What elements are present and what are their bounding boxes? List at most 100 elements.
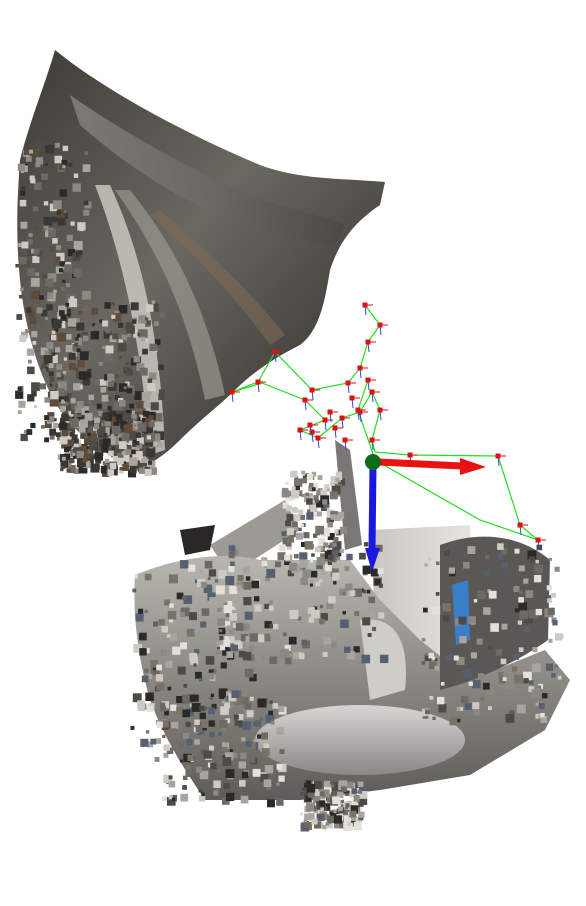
point-sample bbox=[488, 645, 492, 650]
point-sample bbox=[323, 542, 329, 548]
point-sample bbox=[70, 398, 76, 404]
point-sample bbox=[49, 434, 55, 440]
point-sample bbox=[355, 816, 361, 823]
point-sample bbox=[293, 514, 301, 521]
point-sample bbox=[136, 443, 142, 449]
point-sample bbox=[346, 553, 353, 561]
point-sample bbox=[107, 406, 112, 411]
point-sample bbox=[335, 476, 341, 483]
point-sample bbox=[259, 717, 264, 721]
point-sample bbox=[49, 397, 59, 407]
point-sample bbox=[156, 664, 162, 671]
point-sample bbox=[158, 364, 164, 371]
point-sample bbox=[220, 706, 229, 715]
point-sample bbox=[33, 148, 40, 156]
point-sample bbox=[306, 512, 314, 520]
point-sample bbox=[45, 317, 49, 321]
point-sample bbox=[167, 686, 172, 691]
point-sample bbox=[424, 654, 432, 662]
point-sample bbox=[332, 796, 340, 805]
point-sample bbox=[74, 342, 79, 347]
point-sample bbox=[282, 632, 287, 637]
point-sample bbox=[509, 710, 515, 716]
point-sample bbox=[320, 568, 327, 575]
point-sample bbox=[133, 439, 137, 443]
point-sample bbox=[532, 647, 538, 653]
point-sample bbox=[145, 692, 154, 701]
point-sample bbox=[149, 343, 157, 352]
point-sample bbox=[488, 590, 497, 599]
point-sample bbox=[48, 363, 54, 369]
point-sample bbox=[249, 673, 257, 682]
point-sample bbox=[25, 307, 32, 313]
origin-sphere bbox=[365, 454, 381, 470]
point-sample bbox=[88, 441, 98, 450]
point-sample bbox=[113, 401, 123, 411]
point-sample bbox=[62, 145, 69, 152]
point-sample bbox=[141, 456, 148, 463]
point-sample bbox=[264, 603, 270, 609]
pose-marker bbox=[369, 389, 375, 395]
point-sample bbox=[456, 718, 461, 723]
point-sample bbox=[277, 552, 286, 561]
point-sample bbox=[36, 307, 43, 314]
point-sample bbox=[94, 446, 104, 456]
point-sample bbox=[295, 532, 303, 540]
point-sample bbox=[169, 603, 174, 608]
point-sample bbox=[182, 694, 190, 703]
point-sample bbox=[176, 707, 184, 715]
point-sample bbox=[140, 738, 149, 747]
point-sample bbox=[136, 437, 144, 445]
point-sample bbox=[263, 743, 270, 750]
point-sample bbox=[15, 264, 19, 268]
point-sample bbox=[56, 436, 62, 441]
point-sample bbox=[56, 210, 62, 215]
point-sample bbox=[551, 673, 556, 678]
point-sample bbox=[245, 636, 252, 643]
pose-marker bbox=[302, 397, 308, 403]
point-sample bbox=[339, 549, 344, 553]
point-sample bbox=[210, 693, 215, 697]
point-sample bbox=[112, 313, 122, 322]
point-sample bbox=[78, 425, 86, 433]
point-sample bbox=[166, 634, 171, 638]
point-sample bbox=[421, 661, 425, 665]
point-sample bbox=[79, 254, 83, 258]
point-sample bbox=[425, 709, 430, 715]
point-sample bbox=[458, 616, 467, 625]
point-sample bbox=[241, 737, 246, 742]
point-sample bbox=[319, 791, 325, 797]
point-sample bbox=[129, 466, 137, 474]
point-sample bbox=[68, 163, 73, 167]
point-sample bbox=[316, 489, 323, 496]
point-sample bbox=[48, 229, 56, 237]
point-sample bbox=[217, 607, 222, 612]
point-sample bbox=[313, 781, 322, 790]
point-sample bbox=[98, 361, 103, 366]
point-sample bbox=[104, 458, 110, 464]
point-sample bbox=[160, 706, 166, 712]
point-sample bbox=[286, 505, 292, 512]
point-sample bbox=[246, 754, 256, 764]
point-sample bbox=[166, 747, 174, 754]
point-sample bbox=[342, 611, 346, 615]
point-sample bbox=[155, 674, 164, 682]
point-sample bbox=[180, 560, 189, 569]
point-sample bbox=[19, 335, 27, 343]
point-sample bbox=[65, 303, 70, 307]
point-sample bbox=[91, 308, 98, 315]
point-sample bbox=[260, 773, 269, 782]
point-sample bbox=[155, 738, 162, 744]
point-sample bbox=[547, 607, 555, 616]
point-sample bbox=[504, 682, 512, 689]
point-sample bbox=[122, 464, 130, 471]
point-sample bbox=[330, 514, 336, 520]
point-sample bbox=[59, 310, 65, 316]
point-sample bbox=[118, 468, 124, 474]
point-sample bbox=[318, 537, 326, 545]
point-sample bbox=[66, 283, 70, 287]
point-sample bbox=[261, 656, 265, 660]
point-sample bbox=[311, 471, 317, 477]
point-sample bbox=[53, 418, 57, 422]
point-sample bbox=[362, 589, 366, 594]
